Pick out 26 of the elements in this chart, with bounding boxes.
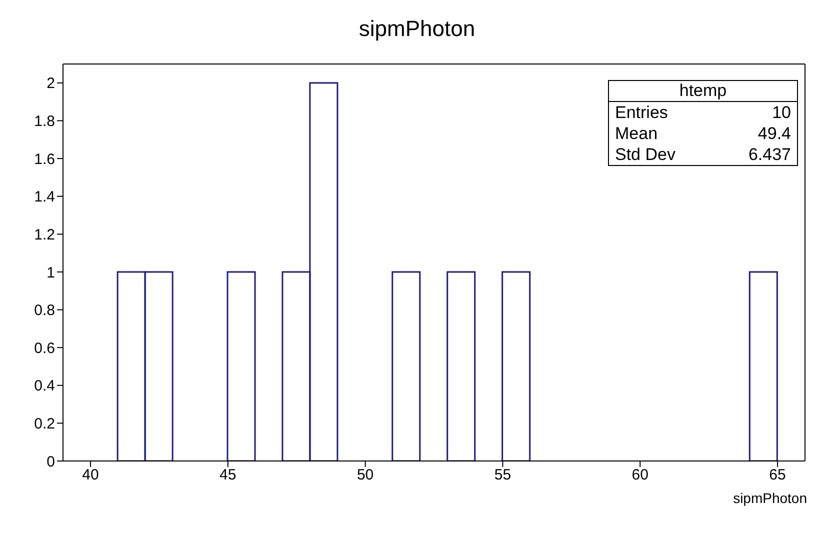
- annotation: Std Dev: [615, 144, 676, 165]
- x-tick-label: 50: [356, 466, 374, 484]
- y-tick-label: 1.8: [34, 113, 55, 130]
- y-tick-label: 1.4: [34, 188, 55, 206]
- annotation: Entries: [615, 102, 668, 123]
- x-tick-label: 45: [220, 466, 236, 484]
- x-tick-label: 60: [632, 466, 648, 484]
- x-tick-label: 40: [82, 466, 99, 484]
- y-tick-label: 0.4: [34, 378, 55, 395]
- annotation: 6.437: [748, 144, 791, 165]
- annotation: htemp: [609, 81, 797, 102]
- y-tick-label: 0: [46, 453, 55, 470]
- annotation: 49.4: [758, 123, 791, 144]
- y-tick-label: 0.6: [34, 340, 55, 357]
- x-tick-label: 65: [769, 466, 786, 484]
- x-tick-label: 55: [494, 466, 512, 484]
- x-axis-title: sipmPhoton: [733, 490, 807, 506]
- y-tick-label: 1.2: [34, 226, 55, 244]
- annotation: 10: [772, 102, 791, 123]
- y-tick-label: 0.8: [34, 302, 55, 320]
- y-tick-label: 1: [46, 264, 55, 282]
- y-tick-label: 1.6: [34, 150, 55, 168]
- y-tick-label: 0.2: [34, 416, 55, 433]
- y-tick-label: 2: [46, 75, 55, 92]
- chart-title: sipmPhoton: [358, 16, 476, 42]
- annotation: Mean: [615, 123, 658, 144]
